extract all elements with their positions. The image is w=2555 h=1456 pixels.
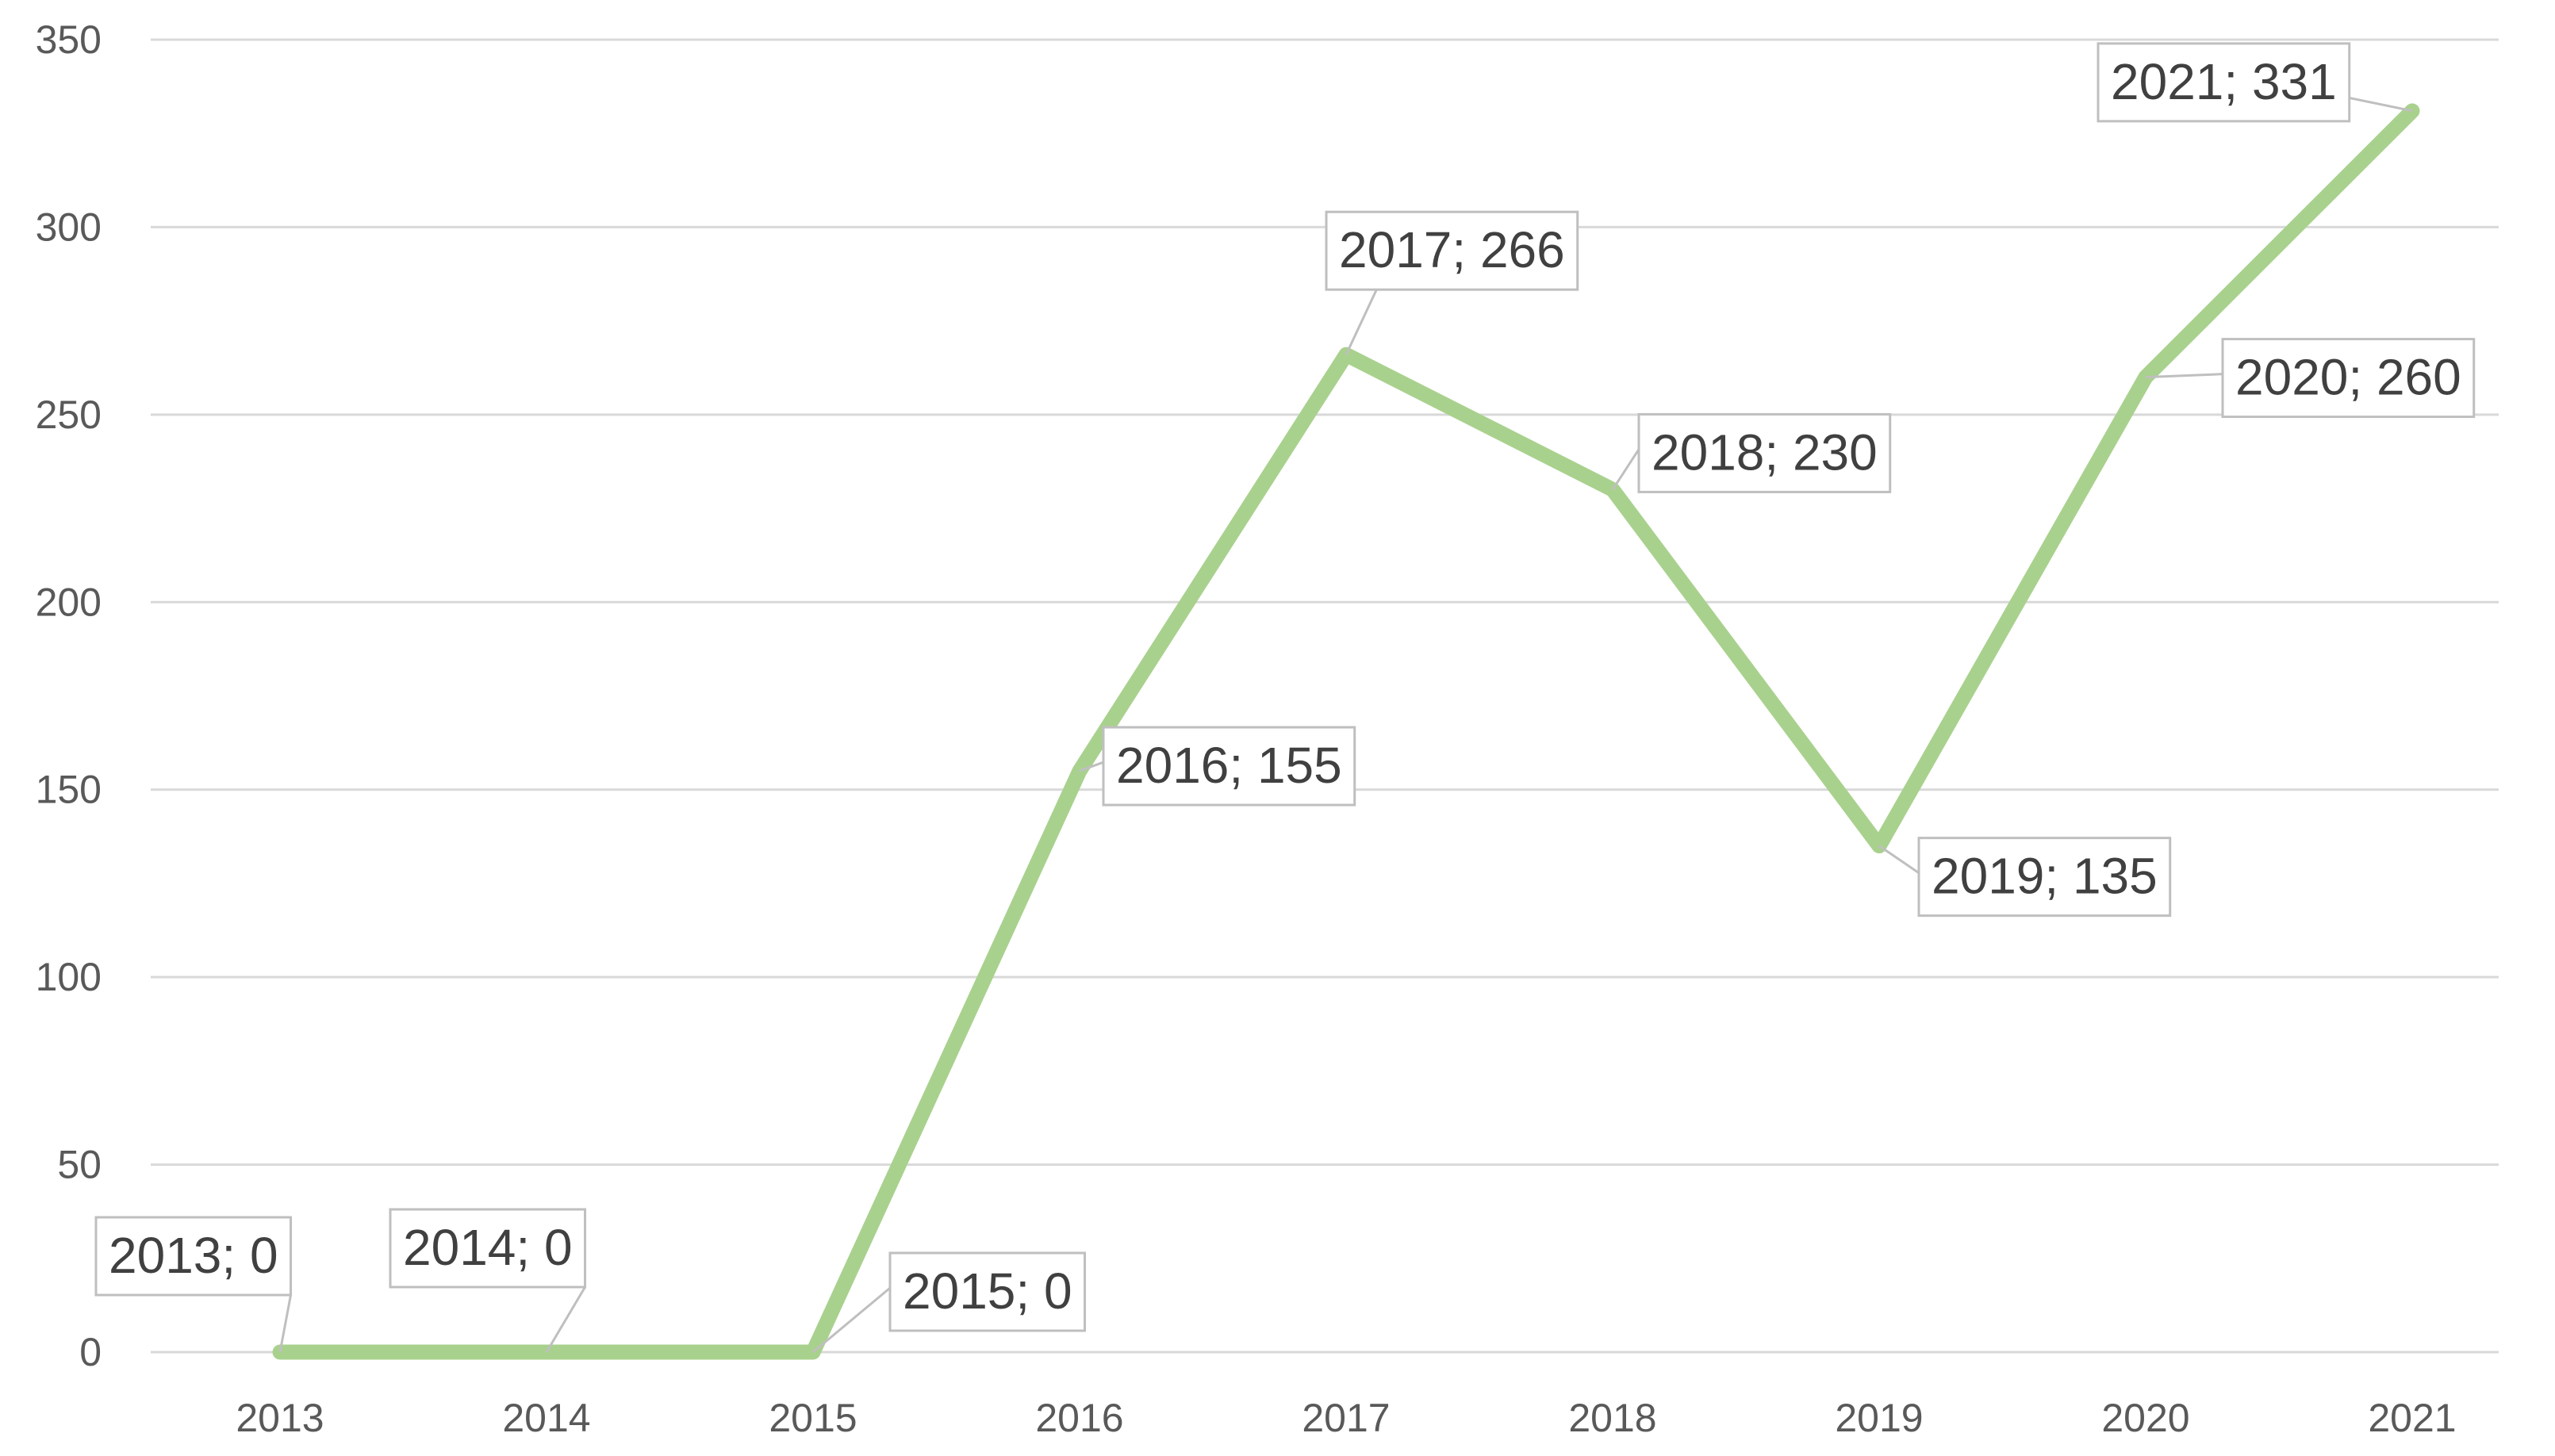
data-label-leader	[1878, 845, 1920, 874]
data-label-text: 2014; 0	[403, 1219, 573, 1276]
data-label-leader	[545, 1286, 586, 1353]
data-label-leader	[1611, 448, 1640, 491]
data-label: 2020; 260	[2145, 338, 2476, 419]
y-tick-label: 200	[36, 580, 102, 624]
y-axis-tick-labels: 0 50 100 150 200 250 300 350	[36, 17, 102, 1374]
data-label-box	[1325, 210, 1579, 291]
data-label-box	[94, 1216, 293, 1297]
y-tick-label: 250	[36, 393, 102, 437]
gridlines	[151, 38, 2499, 1354]
x-tick-label: 2019	[1835, 1396, 1923, 1440]
data-label-box	[888, 1251, 1087, 1332]
data-label-text: 2015; 0	[903, 1263, 1072, 1320]
data-label-leader	[1345, 289, 1378, 355]
data-label-box	[389, 1208, 587, 1289]
data-label-box	[1102, 726, 1356, 807]
data-labels-group: 2013; 0 2014; 0 2015; 0 2016; 155 2017; 266 2…	[94, 42, 2476, 1354]
data-label-box	[2097, 42, 2351, 123]
data-label-text: 2016; 155	[1116, 737, 1342, 794]
x-tick-label: 2016	[1035, 1396, 1123, 1440]
y-tick-label: 300	[36, 205, 102, 249]
y-tick-label: 50	[57, 1143, 102, 1187]
data-label-leader	[278, 1294, 293, 1353]
data-label-text: 2013; 0	[109, 1227, 278, 1284]
y-tick-label: 100	[36, 955, 102, 999]
data-label: 2014; 0	[389, 1208, 587, 1353]
data-label-leader	[2349, 96, 2413, 113]
x-tick-label: 2018	[1568, 1396, 1656, 1440]
data-label-text: 2017; 266	[1339, 221, 1565, 278]
data-label-box	[1637, 412, 1892, 493]
data-label-text: 2019; 135	[1932, 848, 2158, 905]
data-label-leader	[812, 1286, 891, 1354]
y-tick-label: 150	[36, 768, 102, 812]
data-label-leader	[2145, 373, 2223, 379]
data-label-text: 2021; 331	[2111, 53, 2337, 110]
data-label-box	[1917, 837, 2172, 918]
x-tick-label: 2017	[1302, 1396, 1390, 1440]
x-tick-label: 2015	[769, 1396, 857, 1440]
data-label-text: 2018; 230	[1652, 423, 1878, 481]
x-axis-tick-labels: 2013 2014 2015 2016 2017 2018 2019 2020 2021	[236, 1396, 2456, 1440]
y-tick-label: 350	[36, 17, 102, 62]
y-tick-label: 0	[79, 1330, 102, 1374]
x-tick-label: 2020	[2101, 1396, 2189, 1440]
data-label: 2013; 0	[94, 1216, 293, 1353]
data-label: 2018; 230	[1611, 412, 1892, 493]
data-label: 2015; 0	[812, 1251, 1087, 1354]
data-label-leader	[1079, 761, 1104, 772]
x-tick-label: 2013	[236, 1396, 324, 1440]
data-label-box	[2221, 338, 2476, 419]
data-label: 2017; 266	[1325, 210, 1579, 355]
x-tick-label: 2021	[2368, 1396, 2456, 1440]
data-label: 2021; 331	[2097, 42, 2413, 123]
data-label-text: 2020; 260	[2235, 349, 2461, 406]
data-label: 2019; 135	[1878, 837, 2172, 918]
data-label: 2016; 155	[1079, 726, 1356, 807]
x-tick-label: 2014	[502, 1396, 590, 1440]
